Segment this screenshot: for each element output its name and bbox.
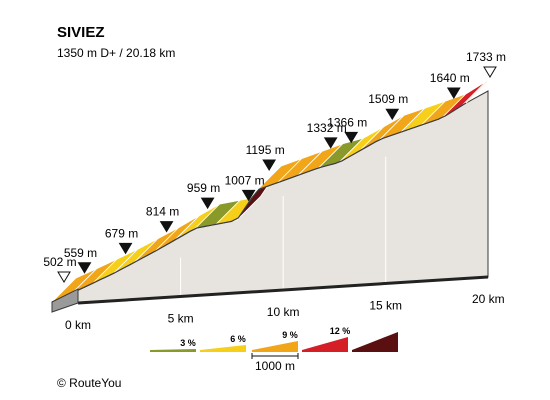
legend-swatch — [252, 341, 298, 352]
distance-tick-label: 0 km — [65, 318, 91, 332]
profile-top-face — [51, 78, 491, 313]
legend-swatch — [302, 337, 348, 352]
chart-title: SIVIEZ — [57, 24, 105, 41]
altitude-marker-icon — [385, 108, 400, 121]
altitude-marker-icon — [77, 262, 92, 274]
distance-tick-label: 20 km — [472, 292, 505, 306]
altitude-label: 679 m — [105, 226, 138, 240]
altitude-label: 1332 m — [307, 121, 347, 135]
legend-label: 6 % — [230, 334, 246, 344]
distance-axis: 0 km 5 km 10 km 15 km 20 km — [65, 292, 505, 332]
legend-label: 12 % — [330, 326, 351, 336]
legend-swatch — [150, 349, 196, 352]
altitude-label: 1366 m — [327, 115, 367, 129]
credit-text: © RouteYou — [57, 376, 121, 390]
distance-tick-label: 10 km — [267, 305, 300, 319]
altitude-label: 1640 m — [430, 71, 470, 85]
altitude-marker-icon — [159, 221, 174, 233]
altitude-marker-icon — [446, 87, 461, 100]
summit-marker-icon — [483, 66, 497, 78]
legend-label: 3 % — [180, 338, 196, 348]
altitude-label: 1733 m — [466, 50, 506, 64]
scale-bar-label: 1000 m — [255, 359, 295, 373]
distance-tick-label: 15 km — [369, 299, 402, 313]
altitude-marker-icon — [262, 159, 277, 171]
altitude-marker-icon — [344, 131, 359, 144]
altitude-marker-icon — [200, 197, 215, 210]
altitude-label: 559 m — [64, 246, 97, 260]
profile-front-edge — [51, 102, 467, 303]
legend-swatch — [352, 332, 398, 352]
altitude-marker-icon — [118, 242, 133, 255]
altitude-label: 1509 m — [368, 92, 408, 106]
legend-label: 9 % — [282, 330, 298, 340]
legend-swatch — [200, 345, 246, 352]
chart-subtitle: 1350 m D+ / 20.18 km — [57, 46, 175, 60]
altitude-label: 814 m — [146, 205, 179, 219]
altitude-label: 959 m — [187, 181, 220, 195]
altitude-label: 502 m — [43, 255, 76, 269]
altitude-label: 1007 m — [225, 173, 265, 187]
altitude-label: 1195 m — [246, 143, 285, 157]
altitude-marker-icon — [241, 189, 256, 202]
distance-tick-label: 5 km — [168, 312, 194, 326]
summit-marker-icon — [57, 271, 71, 283]
profile-start-block — [51, 288, 79, 313]
profile-base-line — [77, 275, 489, 305]
gradient-legend: 3 % 6 % 9 % 12 % 1000 m — [150, 326, 398, 373]
altitude-marker-icon — [323, 137, 338, 149]
